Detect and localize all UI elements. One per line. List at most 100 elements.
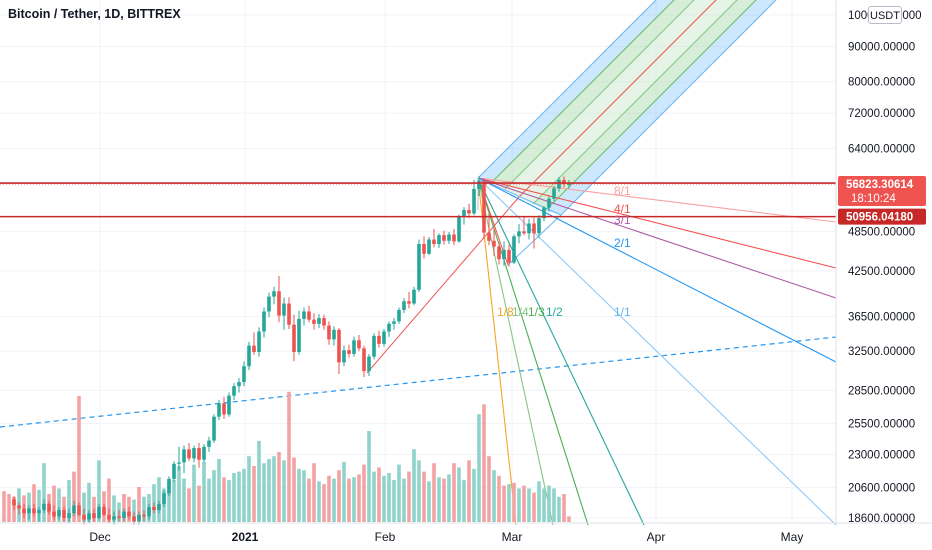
volume-bar bbox=[427, 481, 431, 522]
candle-body bbox=[412, 289, 416, 304]
candle-body bbox=[202, 446, 206, 460]
gann-fan-line bbox=[477, 177, 837, 299]
volume-bar bbox=[507, 484, 511, 522]
candle-body bbox=[12, 499, 16, 506]
candle-body bbox=[152, 506, 156, 511]
price-tick-label: 90000.00000 bbox=[848, 42, 915, 54]
gann-fan-line bbox=[477, 177, 837, 363]
pitchfork-line bbox=[560, 0, 777, 216]
volume-bar bbox=[242, 468, 246, 522]
price-tick-label: 20600.00000 bbox=[848, 482, 915, 494]
gann-fan-line bbox=[477, 177, 837, 223]
candle-body bbox=[237, 382, 241, 387]
volume-bar bbox=[447, 474, 451, 522]
candle-body bbox=[292, 324, 296, 353]
candle-body bbox=[512, 236, 516, 263]
time-tick-label: Apr bbox=[647, 530, 666, 544]
volume-bar bbox=[542, 488, 546, 522]
volume-bar bbox=[437, 477, 441, 522]
candle-body bbox=[417, 243, 421, 290]
volume-bar bbox=[532, 492, 536, 522]
volume-bar bbox=[537, 481, 541, 522]
candle-body bbox=[447, 234, 451, 241]
candle-body bbox=[367, 356, 371, 372]
fan-ratio-label: 1/2 bbox=[546, 305, 563, 319]
volume-bars bbox=[2, 391, 571, 522]
candle-body bbox=[112, 516, 116, 520]
trend-line bbox=[0, 336, 837, 428]
pitchfork-band bbox=[492, 0, 694, 189]
candle-body bbox=[187, 449, 191, 459]
countdown-label: 18:10:24 bbox=[851, 193, 896, 205]
candle-body bbox=[132, 516, 136, 522]
pitchfork-band bbox=[546, 0, 776, 215]
time-axis[interactable]: Dec 2021 Feb Mar Apr May bbox=[0, 522, 932, 544]
volume-bar bbox=[197, 485, 201, 522]
volume-bar bbox=[492, 470, 496, 522]
candle-body bbox=[252, 345, 256, 353]
candle-body bbox=[122, 511, 126, 518]
candle-body bbox=[352, 340, 356, 354]
time-tick-label: Feb bbox=[375, 530, 396, 544]
pitchfork-band bbox=[478, 0, 674, 182]
volume-bar bbox=[247, 456, 251, 522]
fan-ratio-label: 1/4 bbox=[512, 305, 529, 319]
volume-bar bbox=[342, 461, 346, 522]
volume-bar bbox=[187, 488, 191, 522]
volume-bar bbox=[42, 463, 46, 522]
pitchfork-line bbox=[518, 0, 717, 198]
volume-bar bbox=[347, 478, 351, 522]
fan-ratio-label: 3/1 bbox=[614, 213, 631, 227]
level-price-label: 50956.04180 bbox=[846, 212, 913, 224]
volume-bar bbox=[137, 487, 141, 522]
volume-bar bbox=[422, 471, 426, 522]
candle-body bbox=[457, 216, 461, 242]
volume-bar bbox=[142, 496, 146, 522]
volume-bar bbox=[337, 470, 341, 522]
volume-bar bbox=[562, 494, 566, 522]
candle-body bbox=[402, 301, 406, 310]
candle-body bbox=[462, 209, 466, 217]
candle-body bbox=[107, 514, 111, 520]
volume-bar bbox=[237, 471, 241, 522]
candle-body bbox=[247, 345, 251, 367]
candle-body bbox=[507, 249, 511, 263]
volume-bar bbox=[367, 431, 371, 522]
candle-body bbox=[37, 510, 41, 514]
candle-body bbox=[182, 449, 186, 463]
pitchfork-base bbox=[477, 177, 562, 216]
candle-body bbox=[282, 303, 286, 316]
volume-bar bbox=[107, 478, 111, 522]
volume-bar bbox=[457, 467, 461, 522]
candle-body bbox=[47, 503, 51, 512]
volume-bar bbox=[37, 489, 41, 522]
volume-bar bbox=[417, 460, 421, 522]
volume-bar bbox=[357, 474, 361, 522]
volume-bar bbox=[317, 481, 321, 522]
candle-body bbox=[242, 366, 246, 383]
volume-bar bbox=[7, 494, 11, 522]
candle-body bbox=[27, 508, 31, 514]
candle-body bbox=[522, 231, 526, 234]
candle-body bbox=[547, 198, 551, 208]
currency-unit-button[interactable]: USDT bbox=[868, 6, 902, 24]
volume-bar bbox=[332, 478, 336, 522]
candle-body bbox=[347, 350, 351, 354]
volume-bar bbox=[472, 468, 476, 522]
gann-fan-line bbox=[477, 177, 645, 526]
candle-body bbox=[142, 514, 146, 517]
price-tick-label: 42500.00000 bbox=[848, 266, 915, 278]
time-tick-label: May bbox=[781, 530, 804, 544]
candle-body bbox=[72, 505, 76, 514]
volume-bar bbox=[217, 459, 221, 522]
candle-body bbox=[472, 188, 476, 214]
candle-body bbox=[167, 478, 171, 494]
volume-bar bbox=[262, 463, 266, 522]
volume-bar bbox=[382, 475, 386, 522]
price-axis[interactable]: 100000.0000090000.0000080000.0000072000.… bbox=[835, 0, 926, 525]
volume-bar bbox=[312, 463, 316, 522]
pitchfork-band bbox=[519, 0, 737, 204]
candle-body bbox=[527, 223, 531, 234]
candle-body bbox=[357, 340, 361, 349]
